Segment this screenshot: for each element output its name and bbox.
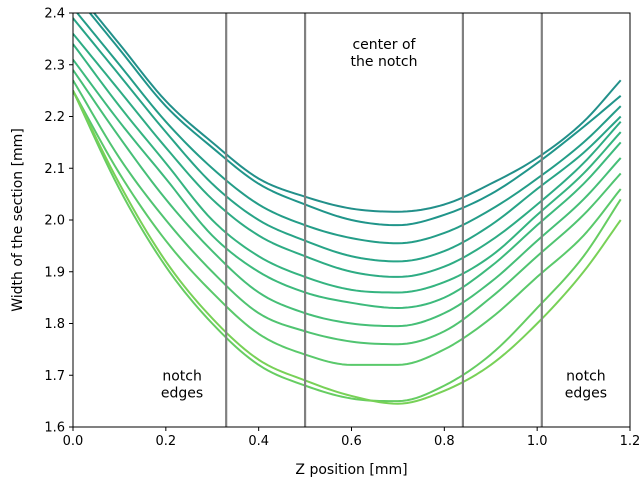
- series-line-9: [73, 79, 622, 346]
- y-axis-ticks: 1.6 1.7 1.8 1.9 2.0 2.1 2.2 2.3 2.4: [44, 7, 73, 436]
- series-line-3: [75, 13, 622, 245]
- y-tick-label: 1.9: [44, 265, 65, 280]
- annotations-group: notch edges center of the notch notch edges: [161, 37, 607, 401]
- series-line-10: [73, 90, 622, 366]
- series-line-7: [73, 58, 622, 309]
- series-line-2: [88, 13, 622, 227]
- y-tick-label: 2.4: [44, 7, 65, 22]
- x-tick-label: 0.6: [341, 434, 362, 449]
- series-line-8: [73, 69, 622, 328]
- series-line-1: [92, 13, 622, 213]
- series-group: [73, 13, 622, 405]
- series-line-6: [73, 43, 622, 294]
- annotation-1: notch edges: [161, 368, 203, 401]
- y-tick-label: 1.7: [44, 369, 65, 384]
- series-line-11: [73, 90, 622, 403]
- y-axis-label: Width of the section [mm]: [10, 128, 26, 312]
- y-tick-label: 2.0: [44, 214, 65, 229]
- y-tick-label: 2.2: [44, 110, 65, 125]
- annotation-2: center of the notch: [351, 37, 418, 70]
- annotation-3: notch edges: [565, 368, 607, 401]
- x-axis-label: Z position [mm]: [295, 462, 407, 478]
- y-tick-label: 1.6: [44, 421, 65, 436]
- x-tick-label: 0.0: [63, 434, 84, 449]
- y-tick-label: 2.3: [44, 58, 65, 73]
- x-tick-label: 0.2: [155, 434, 176, 449]
- series-line-5: [73, 33, 622, 278]
- y-tick-label: 1.8: [44, 317, 65, 332]
- x-tick-label: 0.8: [434, 434, 455, 449]
- series-line-12: [73, 90, 622, 405]
- x-axis-ticks: 0.0 0.2 0.4 0.6 0.8 1.0 1.2: [63, 427, 641, 449]
- x-tick-label: 1.2: [620, 434, 641, 449]
- x-tick-label: 0.4: [248, 434, 269, 449]
- y-tick-label: 2.1: [44, 162, 65, 177]
- plot-area: [73, 13, 622, 427]
- vertical-lines-group: [225, 13, 543, 427]
- x-tick-label: 1.0: [527, 434, 548, 449]
- series-line-4: [73, 17, 622, 263]
